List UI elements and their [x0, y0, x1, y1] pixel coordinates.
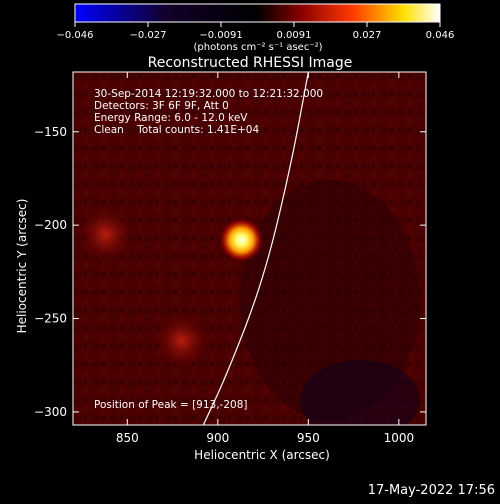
solar-limb-curve: [202, 72, 309, 425]
y-tick-label: −250: [34, 312, 67, 326]
colorbar-ticks: −0.046 −0.027 −0.0091 0.0091 0.027 0.046: [56, 22, 454, 41]
chart-title: Reconstructed RHESSI Image: [148, 55, 353, 71]
colorbar-tick-label: 0.027: [353, 30, 382, 41]
colorbar: [74, 3, 441, 23]
sources: [77, 206, 264, 369]
y-tick-label: −300: [34, 405, 67, 419]
x-tick-label: 1000: [384, 431, 415, 445]
secondary-source: [153, 312, 210, 369]
peak-source: [219, 218, 264, 263]
y-tick-label: −150: [34, 125, 67, 139]
plot-frame: [72, 71, 427, 426]
x-axis-ticks: 850 900 950 1000: [116, 72, 414, 445]
y-axis-ticks: −150 −200 −250 −300: [34, 125, 426, 419]
footer-timestamp: 17-May-2022 17:56: [368, 483, 495, 498]
x-tick-label: 950: [297, 431, 320, 445]
colorbar-tick-label: 0.0091: [277, 30, 312, 41]
annotation-peak-position: Position of Peak = [913,-208]: [94, 399, 248, 411]
annotation-energy-range: Energy Range: 6.0 - 12.0 keV: [94, 112, 248, 124]
colorbar-tick-label: −0.027: [129, 30, 166, 41]
colorbar-unit-label: (photons cm⁻² s⁻¹ asec⁻²): [193, 42, 322, 53]
x-tick-label: 850: [116, 431, 139, 445]
heatmap-image: [73, 72, 426, 425]
annotation-clean-counts: Clean Total counts: 1.41E+04: [94, 124, 259, 136]
y-axis-label: Heliocentric Y (arcsec): [15, 199, 29, 334]
annotation-detectors: Detectors: 3F 6F 9F, Att 0: [94, 100, 229, 112]
x-tick-label: 900: [206, 431, 229, 445]
colorbar-tick-label: −0.046: [56, 30, 93, 41]
secondary-source: [77, 206, 134, 263]
x-axis-label: Heliocentric X (arcsec): [194, 448, 330, 462]
colorbar-tick-label: −0.0091: [199, 30, 242, 41]
y-tick-label: −200: [34, 218, 67, 232]
colorbar-tick-label: 0.046: [426, 30, 455, 41]
annotation-time-range: 30-Sep-2014 12:19:32.000 to 12:21:32.000: [94, 88, 323, 100]
